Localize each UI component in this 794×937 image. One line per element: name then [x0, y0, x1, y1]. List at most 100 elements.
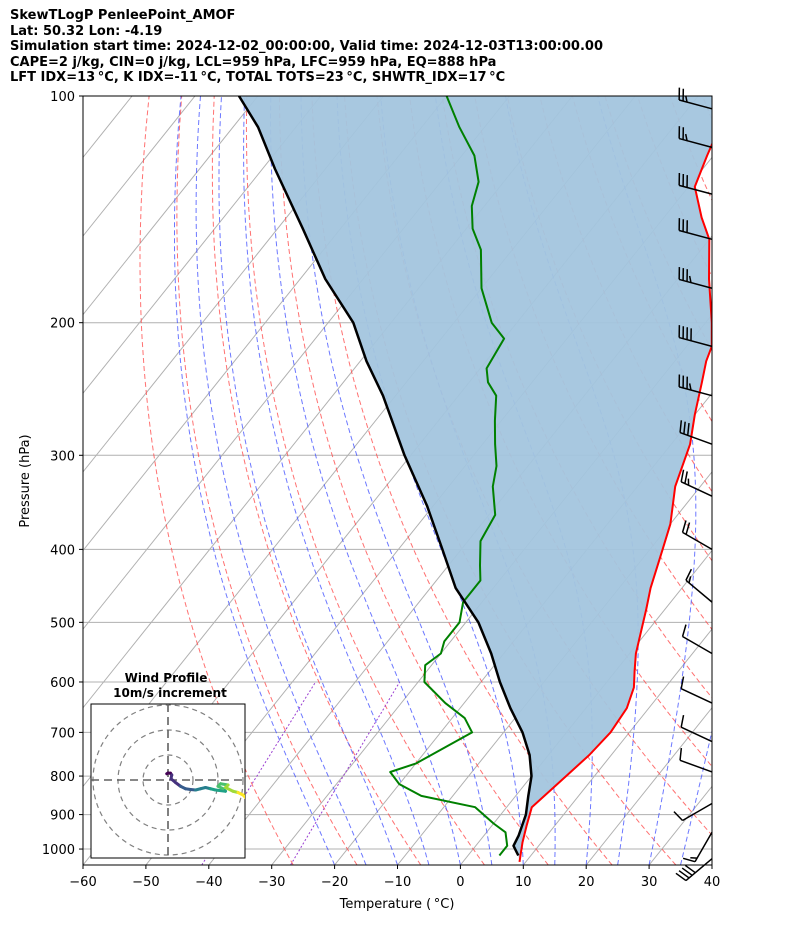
wind-barb: [678, 267, 713, 289]
barb-feather: [685, 568, 693, 581]
barb-shaft: [685, 579, 713, 603]
barb-feather: [679, 747, 683, 761]
barb-feather: [684, 471, 688, 484]
x-tick-label: 40: [704, 875, 721, 890]
cape-fill-region: [239, 96, 712, 862]
barb-shaft: [680, 688, 713, 704]
y-tick-label: 900: [50, 809, 75, 824]
y-tick-label: 100: [50, 90, 75, 105]
barb-feather: [681, 520, 687, 533]
barb-shaft: [678, 99, 713, 110]
barb-feather: [685, 522, 691, 535]
barb-shaft: [678, 336, 713, 348]
isotherm-line: [83, 96, 385, 473]
y-tick-label: 1000: [42, 843, 75, 858]
barb-feather: [688, 576, 692, 584]
barb-shaft: [694, 831, 713, 863]
hodograph-trace-segment: [241, 793, 245, 800]
wind-barb: [681, 520, 713, 551]
chart-title: SkewTLogP PenleePoint_AMOF: [10, 8, 236, 23]
wind-barb: [678, 218, 713, 241]
y-tick-label: 200: [50, 317, 75, 332]
y-tick-label: 400: [50, 543, 75, 558]
barb-feather: [678, 870, 690, 879]
isotherm-line: [522, 628, 712, 865]
x-tick-label: −40: [195, 875, 222, 890]
dry-adiabat: [211, 96, 422, 865]
wind-barb: [680, 469, 713, 497]
barb-feather: [684, 864, 696, 874]
barb-feather: [684, 133, 688, 141]
wind-barb: [685, 568, 713, 603]
barb-feather: [686, 422, 690, 436]
isotherm-line: [83, 96, 259, 316]
isotherm-line: [0, 96, 69, 865]
cape-indices: CAPE=2 j/kg, CIN=0 j/kg, LCL=959 hPa, LF…: [10, 54, 497, 70]
y-tick-label: 300: [50, 449, 75, 464]
wind-barb: [681, 624, 713, 655]
barb-feather: [683, 421, 686, 435]
moist-adiabat: [711, 862, 712, 865]
parcel-line: [237, 96, 533, 857]
dry-adiabat: [278, 96, 549, 865]
barb-shaft: [680, 726, 713, 743]
x-tick-label: 20: [578, 875, 595, 890]
isotherm-line: [711, 864, 712, 865]
y-axis-label: Pressure (hPa): [18, 434, 33, 527]
moist-adiabat: [243, 96, 430, 865]
moist-adiabat: [270, 96, 461, 865]
barb-shaft: [679, 431, 713, 445]
mixing-ratio-line: [290, 681, 401, 865]
dry-adiabat: [571, 96, 712, 423]
simulation-times: Simulation start time: 2024-12-02_00:00:…: [10, 39, 603, 54]
x-tick-label: −30: [258, 875, 285, 890]
dry-adiabat: [735, 96, 794, 865]
x-tick-label: −20: [321, 875, 348, 890]
moist-adiabat: [218, 96, 398, 865]
barb-shaft: [680, 481, 713, 497]
barb-feather: [679, 420, 683, 433]
hodograph-plot: [91, 704, 245, 858]
dry-adiabat: [702, 96, 712, 122]
barb-feather: [680, 469, 685, 483]
barb-shaft: [682, 531, 713, 551]
wind-barb: [678, 172, 713, 195]
barb-feather: [680, 714, 685, 728]
barb-feather: [688, 275, 692, 283]
x-tick-label: 0: [456, 875, 464, 890]
barb-shaft: [678, 229, 713, 241]
y-tick-label: 600: [50, 676, 75, 691]
hodograph-inset: [90, 703, 246, 859]
wind-barb: [678, 87, 713, 110]
isotherm-line: [83, 96, 322, 395]
wind-barb: [673, 802, 713, 822]
moist-adiabat: [195, 96, 367, 865]
moist-adiabat: [300, 96, 493, 865]
stability-indices: LFT IDX=13 °C, K IDX=-11 °C, TOTAL TOTS=…: [10, 70, 506, 85]
hodograph-subtitle: 10m/s increment: [113, 686, 227, 700]
hodograph-ring: [142, 754, 194, 806]
chart-axes: −60 −50 −40 −30 −20 −10 0 10 20 30 40 1000 900 800 700…: [42, 90, 720, 890]
barb-feather: [681, 624, 687, 637]
x-tick-label: −10: [384, 875, 411, 890]
barb-feather: [673, 811, 684, 822]
hodograph-title: Wind Profile: [125, 671, 208, 685]
x-tick-label: 30: [641, 875, 658, 890]
barb-shaft: [682, 802, 713, 822]
wind-barbs: [673, 87, 713, 882]
cape-area: [239, 96, 712, 862]
x-tick-label: 10: [515, 875, 532, 890]
wind-barb: [680, 676, 713, 704]
barb-shaft: [678, 386, 713, 397]
y-tick-label: 500: [50, 616, 75, 631]
x-axis-label: Temperature ( °C): [339, 897, 455, 912]
wind-barb: [682, 831, 713, 863]
chart-header: SkewTLogP PenleePoint_AMOF Lat: 50.32 Lo…: [10, 8, 603, 86]
barb-feather: [675, 872, 687, 882]
isotherm-line: [585, 706, 712, 865]
profile-series: [237, 96, 712, 863]
x-tick-label: −50: [132, 875, 159, 890]
barb-shaft: [679, 759, 713, 773]
dewpoint-line: [389, 96, 509, 857]
